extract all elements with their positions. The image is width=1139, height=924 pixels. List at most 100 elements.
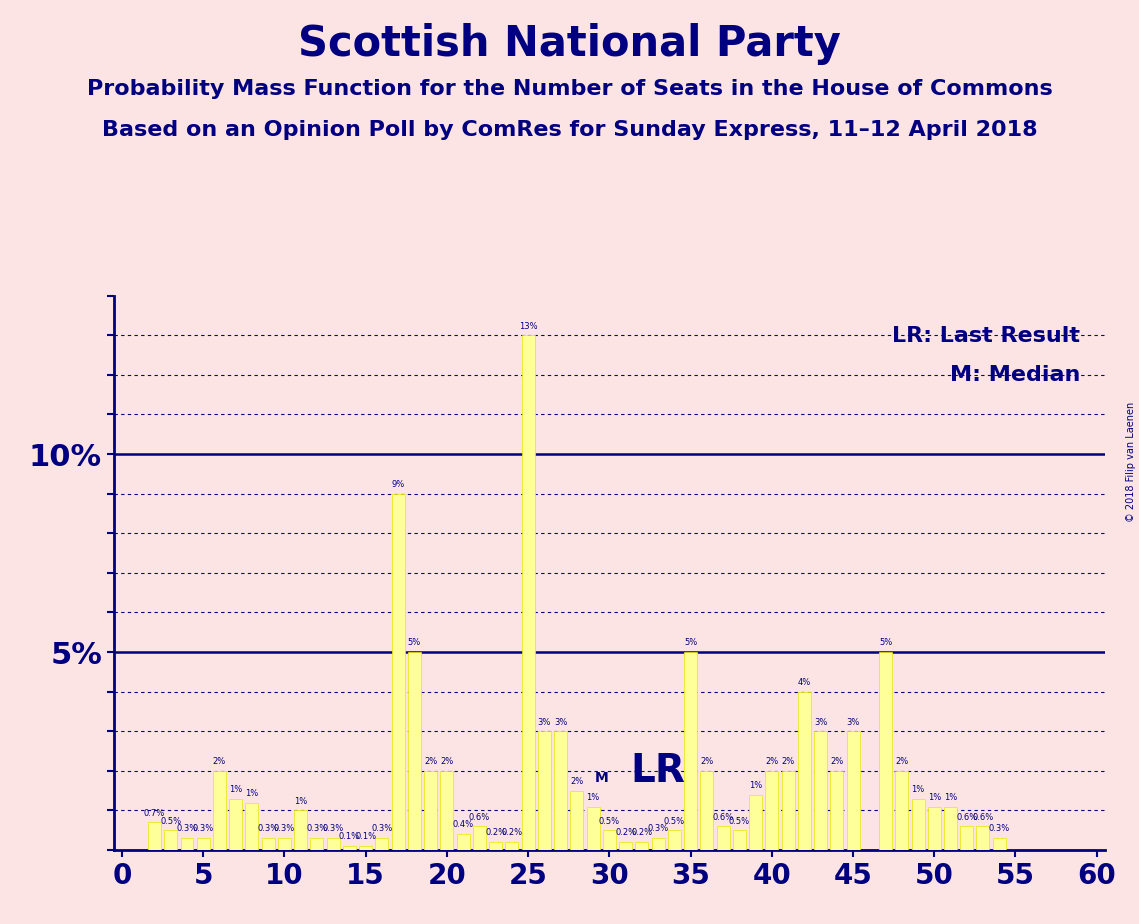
Text: 3%: 3% [554,718,567,726]
Bar [993,838,1006,850]
Text: 2%: 2% [765,757,778,766]
Bar [327,838,339,850]
Text: 0.4%: 0.4% [452,821,474,830]
Text: 0.6%: 0.6% [956,812,977,821]
Bar [555,731,567,850]
Bar [960,826,973,850]
Text: 2%: 2% [441,757,453,766]
Text: 5%: 5% [408,638,421,648]
Text: 0.3%: 0.3% [306,824,328,833]
Bar [685,652,697,850]
Bar [716,826,730,850]
Bar [262,838,274,850]
Bar [538,731,551,850]
Text: 13%: 13% [519,322,538,331]
Bar [294,810,308,850]
Text: 0.5%: 0.5% [664,817,685,825]
Text: 0.5%: 0.5% [161,817,181,825]
Text: 1%: 1% [911,784,925,794]
Text: 2%: 2% [424,757,437,766]
Text: 1%: 1% [294,796,308,806]
Bar [180,838,194,850]
Text: M: Median: M: Median [950,365,1080,385]
Bar [636,842,648,850]
Bar [164,831,178,850]
Text: M: M [595,771,608,784]
Text: 2%: 2% [895,757,909,766]
Bar [148,822,161,850]
Text: 2%: 2% [781,757,795,766]
Text: 0.3%: 0.3% [192,824,214,833]
Text: 3%: 3% [846,718,860,726]
Bar [976,826,990,850]
Bar [571,791,583,850]
Text: 3%: 3% [538,718,551,726]
Text: 1%: 1% [944,793,957,802]
Bar [749,795,762,850]
Text: 2%: 2% [571,777,583,786]
Bar [489,842,502,850]
Text: 0.5%: 0.5% [599,817,620,825]
Text: 0.2%: 0.2% [631,829,653,837]
Bar [830,771,843,850]
Text: 0.6%: 0.6% [713,812,734,821]
Bar [197,838,210,850]
Text: 0.3%: 0.3% [322,824,344,833]
Bar [652,838,664,850]
Bar [457,834,469,850]
Text: 0.1%: 0.1% [339,833,360,842]
Text: 1%: 1% [927,793,941,802]
Bar [246,803,259,850]
Bar [213,771,226,850]
Bar [376,838,388,850]
Text: 2%: 2% [700,757,713,766]
Text: 0.2%: 0.2% [501,829,523,837]
Bar [797,692,811,850]
Bar [522,335,534,850]
Bar [846,731,860,850]
Bar [944,807,957,850]
Text: 0.3%: 0.3% [177,824,198,833]
Text: 0.3%: 0.3% [647,824,669,833]
Bar [278,838,290,850]
Text: 4%: 4% [797,678,811,687]
Text: Probability Mass Function for the Number of Seats in the House of Commons: Probability Mass Function for the Number… [87,79,1052,99]
Bar [343,846,357,850]
Bar [359,846,372,850]
Text: 1%: 1% [229,784,243,794]
Text: 0.3%: 0.3% [371,824,393,833]
Bar [620,842,632,850]
Text: 0.3%: 0.3% [273,824,295,833]
Text: 0.3%: 0.3% [989,824,1010,833]
Text: 0.3%: 0.3% [257,824,279,833]
Bar [603,831,616,850]
Text: LR: LR [631,752,686,790]
Bar [506,842,518,850]
Text: LR: Last Result: LR: Last Result [892,326,1080,346]
Text: 0.5%: 0.5% [729,817,749,825]
Text: Scottish National Party: Scottish National Party [298,23,841,65]
Text: 0.2%: 0.2% [615,829,637,837]
Bar [587,807,599,850]
Text: © 2018 Filip van Laenen: © 2018 Filip van Laenen [1125,402,1136,522]
Text: 0.6%: 0.6% [973,812,993,821]
Bar [311,838,323,850]
Bar [700,771,713,850]
Bar [911,798,925,850]
Text: 0.7%: 0.7% [144,808,165,818]
Text: 2%: 2% [830,757,843,766]
Bar [424,771,437,850]
Text: Based on an Opinion Poll by ComRes for Sunday Express, 11–12 April 2018: Based on an Opinion Poll by ComRes for S… [101,120,1038,140]
Text: 1%: 1% [749,781,762,790]
Bar [732,831,746,850]
Text: 5%: 5% [879,638,892,648]
Bar [441,771,453,850]
Bar [392,493,404,850]
Bar [229,798,243,850]
Text: 2%: 2% [213,757,227,766]
Bar [928,807,941,850]
Bar [814,731,827,850]
Bar [895,771,908,850]
Bar [781,771,795,850]
Bar [473,826,486,850]
